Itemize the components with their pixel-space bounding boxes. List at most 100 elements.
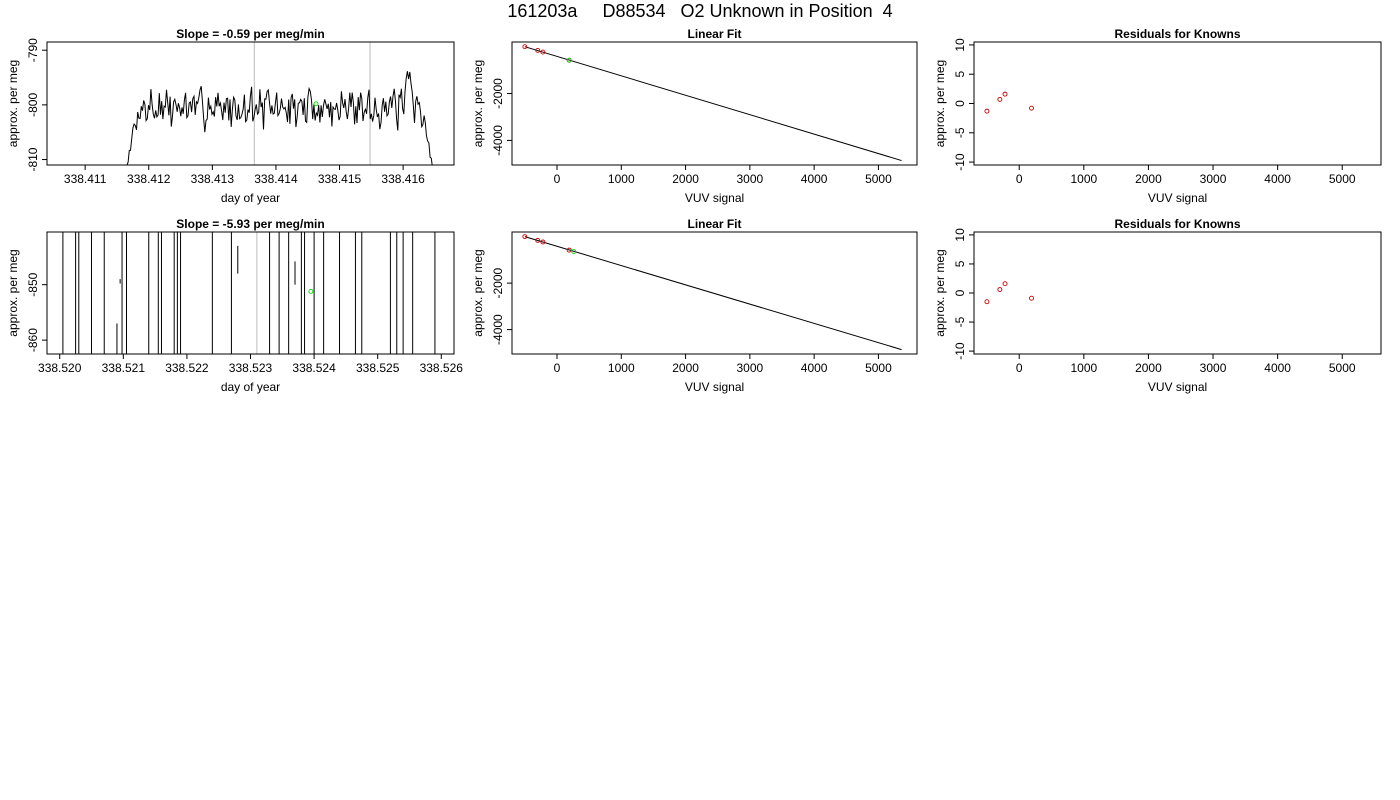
linear-fit-plot-1: Linear Fit 0 1000 2000 3000 4000 5000 -2000 -400… — [471, 27, 918, 205]
drift-plot-2: Slope = -5.93 per meg/min 338.520 338.521 3… — [6, 217, 464, 394]
x-axis-label: day of year — [221, 191, 280, 205]
x-tick-label: 3000 — [737, 172, 764, 186]
x-tick-label: 5000 — [1329, 361, 1356, 375]
panel-title: Slope = -0.59 per meg/min — [176, 27, 324, 41]
y-axis-label: approx. per meg — [6, 60, 20, 147]
x-tick-label: 338.525 — [356, 361, 400, 375]
known-point — [1029, 295, 1034, 301]
plot-area — [984, 91, 1034, 114]
plot-area — [522, 44, 902, 162]
y-tick-label: -850 — [26, 272, 40, 296]
x-axis-label: VUV signal — [1148, 191, 1207, 205]
x-tick-label: 5000 — [1329, 172, 1356, 186]
unknown-point — [566, 57, 572, 63]
known-point — [984, 299, 990, 305]
x-tick-label: 1000 — [1070, 361, 1097, 375]
x-tick-label: 338.520 — [38, 361, 82, 375]
x-axis-label: day of year — [221, 380, 280, 394]
known-point — [984, 108, 990, 114]
x-tick-label: 338.521 — [102, 361, 146, 375]
x-tick-label: 1000 — [608, 361, 635, 375]
y-tick-label: -2000 — [491, 78, 505, 109]
x-tick-label: 4000 — [801, 172, 828, 186]
panel-title: Linear Fit — [687, 217, 741, 231]
x-tick-label: 1000 — [1070, 172, 1097, 186]
known-point — [997, 96, 1003, 102]
drift-plot-1: Slope = -0.59 per meg/min 338.411 338.412 3… — [6, 27, 455, 205]
x-tick-label: 0 — [1016, 172, 1023, 186]
known-point — [522, 44, 528, 50]
y-tick-label: 0 — [953, 100, 967, 107]
x-axis-label: VUV signal — [685, 380, 744, 394]
x-tick-label: 5000 — [865, 172, 892, 186]
y-tick-label: 5 — [953, 260, 967, 267]
y-axis-label: approx. per meg — [933, 249, 947, 336]
x-tick-label: 2000 — [672, 361, 699, 375]
x-tick-label: 338.523 — [229, 361, 273, 375]
fit-line — [524, 236, 902, 351]
plot-area — [62, 232, 436, 354]
y-axis-label: approx. per meg — [933, 60, 947, 147]
x-tick-label: 338.412 — [127, 172, 171, 186]
y-tick-label: 0 — [953, 289, 967, 296]
x-tick-label: 2000 — [1135, 361, 1162, 375]
x-tick-label: 0 — [554, 172, 561, 186]
linear-fit-plot-2: Linear Fit 0 1000 2000 3000 4000 5000 -2000 -400… — [471, 217, 918, 394]
x-tick-label: 338.413 — [191, 172, 235, 186]
y-tick-label: -10 — [953, 342, 967, 360]
y-tick-label: 5 — [953, 71, 967, 78]
plot-area — [126, 42, 433, 165]
x-tick-label: 4000 — [1264, 172, 1291, 186]
known-point — [566, 247, 572, 253]
x-tick-label: 3000 — [1200, 361, 1227, 375]
y-tick-label: -790 — [26, 38, 40, 62]
y-tick-label: -810 — [26, 147, 40, 171]
x-tick-label: 2000 — [1135, 172, 1162, 186]
x-tick-label: 4000 — [801, 361, 828, 375]
x-tick-label: 0 — [554, 361, 561, 375]
y-axis-label: approx. per meg — [471, 60, 485, 147]
x-tick-label: 3000 — [737, 361, 764, 375]
x-tick-label: 5000 — [865, 361, 892, 375]
plot-area — [522, 234, 902, 351]
x-tick-label: 338.416 — [381, 172, 425, 186]
residuals-plot-1: Residuals for Knowns 0 1000 2000 3000 4000 500… — [933, 27, 1382, 205]
plot-frame — [511, 41, 918, 166]
residuals-plot-2: Residuals for Knowns 0 1000 2000 3000 4000 500… — [933, 217, 1382, 394]
y-tick-label: -5 — [953, 127, 967, 138]
panel-title: Residuals for Knowns — [1114, 217, 1240, 231]
x-tick-label: 338.526 — [420, 361, 464, 375]
unknown-point — [313, 101, 319, 107]
plot-frame — [46, 41, 455, 166]
y-tick-label: 10 — [953, 228, 967, 242]
y-axis-label: approx. per meg — [6, 249, 20, 336]
known-point — [540, 49, 546, 55]
y-tick-label: -4000 — [491, 125, 505, 156]
known-point — [522, 234, 528, 240]
y-tick-label: -2000 — [491, 267, 505, 298]
x-tick-label: 338.522 — [165, 361, 209, 375]
fit-line — [524, 46, 902, 162]
panel-title: Residuals for Knowns — [1114, 27, 1240, 41]
known-point — [1002, 281, 1008, 287]
known-point — [1029, 105, 1034, 111]
y-tick-label: -5 — [953, 316, 967, 327]
x-tick-label: 338.524 — [292, 361, 336, 375]
x-tick-label: 338.411 — [64, 172, 107, 186]
panel-title: Linear Fit — [687, 27, 741, 41]
y-axis-label: approx. per meg — [471, 249, 485, 336]
known-point — [1002, 91, 1008, 97]
x-tick-label: 3000 — [1200, 172, 1227, 186]
x-tick-label: 4000 — [1264, 361, 1291, 375]
known-point — [997, 287, 1003, 292]
panel-title: Slope = -5.93 per meg/min — [176, 217, 324, 231]
y-tick-label: -10 — [953, 153, 967, 171]
plot-frame — [973, 41, 1382, 166]
x-tick-label: 338.414 — [254, 172, 298, 186]
plot-frame — [511, 231, 918, 355]
known-point — [540, 239, 546, 245]
data-trace — [126, 71, 433, 165]
x-tick-label: 2000 — [672, 172, 699, 186]
y-tick-label: 10 — [953, 38, 967, 52]
x-axis-label: VUV signal — [685, 191, 744, 205]
